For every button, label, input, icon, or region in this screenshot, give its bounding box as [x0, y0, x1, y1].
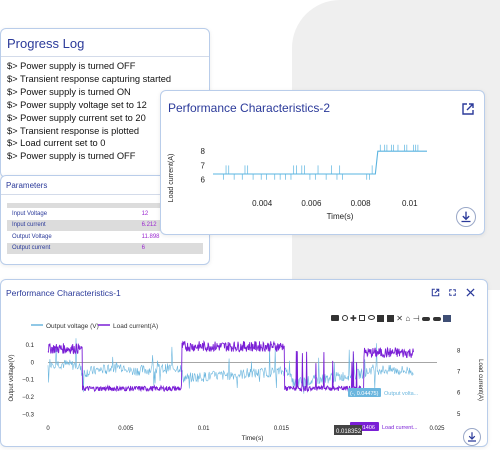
- zoom-out-icon[interactable]: [386, 315, 394, 322]
- expand-icon[interactable]: [449, 289, 456, 296]
- legend-label-voltage: Output voltage (V): [46, 323, 99, 330]
- hover-label-extra: Output volta...: [384, 391, 419, 397]
- legend-label-current: Load current(A): [113, 323, 158, 330]
- y-right-tick-label: 5: [457, 412, 461, 418]
- table-row: Output current 6: [7, 242, 203, 254]
- parameters-title: Parameters: [1, 176, 209, 195]
- y-tick-label: 6: [201, 176, 206, 185]
- x-tick-label: 0.015: [274, 426, 290, 432]
- param-value: 6: [136, 242, 203, 254]
- spike-lines-icon[interactable]: ⊣: [412, 314, 420, 323]
- plotly-logo-icon[interactable]: [443, 315, 452, 322]
- y-left-tick-label: 0: [31, 360, 35, 366]
- zoom-icon[interactable]: [341, 315, 348, 321]
- current-series-line: [47, 340, 414, 393]
- hover-label-box: [348, 388, 381, 397]
- hover-closest-icon[interactable]: [422, 317, 431, 321]
- x-tick-label: 0.005: [118, 426, 134, 432]
- download-icon: [461, 211, 471, 223]
- param-label: Input current: [7, 219, 137, 231]
- autoscale-icon[interactable]: ✕: [396, 314, 403, 323]
- x-tick-label: 0.004: [252, 199, 273, 208]
- performance-characteristics-2-panel: Performance Characteristics-2 0.004 0.006…: [160, 90, 485, 235]
- param-label: Input Voltage: [12, 210, 48, 217]
- y-left-tick-label: 0.1: [26, 343, 35, 349]
- pan-icon[interactable]: ✚: [350, 314, 357, 323]
- y-left-tick-label: −0.2: [22, 395, 35, 401]
- zoom-in-icon[interactable]: [377, 315, 385, 322]
- y-tick-label: 8: [201, 147, 206, 156]
- home-icon[interactable]: ⌂: [405, 314, 411, 323]
- x-tick-label: 0.006: [301, 199, 322, 208]
- table-row: Output Voltage 11.898: [7, 231, 203, 243]
- lasso-icon[interactable]: [367, 315, 375, 320]
- x-axis-label: Time(s): [242, 435, 264, 442]
- y-right-tick-label: 8: [457, 349, 461, 355]
- log-line: $> Power supply is turned OFF: [7, 61, 136, 71]
- plot-toolbar: ✚ ✕ ⌂ ⊣: [331, 314, 452, 323]
- download-icon: [468, 432, 476, 442]
- log-line: $> Power supply is turned ON: [7, 86, 131, 97]
- external-link-icon[interactable]: [431, 288, 440, 297]
- parameters-panel: Parameters Input Voltage 12 Input curren…: [0, 175, 210, 265]
- hover-label-voltage: (-, 0.04475) Output volta...: [348, 388, 419, 397]
- pc2-title: Performance Characteristics-2: [168, 101, 331, 115]
- y-axis-label: Load current(A): [168, 154, 175, 203]
- table-row: Input Voltage 12: [7, 208, 203, 220]
- param-value: 12: [141, 210, 149, 217]
- download-button[interactable]: [463, 428, 481, 446]
- external-link-icon[interactable]: [461, 102, 475, 116]
- y-right-tick-label: 6: [457, 391, 461, 397]
- y-right-tick-label: 7: [457, 370, 461, 376]
- hover-label-x: 0.018352: [334, 425, 362, 435]
- close-icon[interactable]: [466, 288, 475, 297]
- hover-label-text: 0.018352: [336, 429, 362, 435]
- progress-log-title: Progress Log: [1, 29, 209, 57]
- y-right-axis-label: Load current(A): [477, 359, 483, 401]
- param-label: Output current: [7, 242, 137, 254]
- hover-label-text: (-, 0.04475): [350, 391, 379, 397]
- x-tick-label: 0.008: [351, 199, 372, 208]
- hover-label-extra: Load current...: [382, 425, 418, 431]
- param-label: Output Voltage: [12, 233, 52, 240]
- camera-icon[interactable]: [331, 315, 339, 321]
- log-line: $> Power supply is turned OFF: [7, 151, 136, 162]
- hover-compare-icon[interactable]: [432, 317, 441, 321]
- progress-log-lines: $> Power supply is turned OFF $> Transie…: [1, 57, 209, 166]
- performance-characteristics-1-panel: Performance Characteristics-1 ✚ ✕ ⌂ ⊣ Ou…: [0, 279, 488, 447]
- y-left-tick-label: −0.3: [22, 413, 35, 419]
- hover-label-text: 5.891406: [352, 425, 375, 431]
- log-line: $> Power supply current set to 20: [7, 112, 146, 123]
- pc1-chart: Output voltage (V) Load current(A) 0 0.005 0…: [9, 323, 483, 442]
- x-axis-label: Time(s): [327, 212, 354, 221]
- x-tick-label: 0: [46, 426, 50, 432]
- log-line: $> Power supply voltage set to 12: [7, 99, 147, 110]
- y-left-tick-label: −0.1: [22, 378, 35, 384]
- hover-label-box: [334, 425, 362, 435]
- pc2-chart: 0.004 0.006 0.008 0.01 6 7 8 Time(s) Load curren…: [168, 144, 427, 221]
- download-button[interactable]: [456, 207, 476, 227]
- x-tick-label: 0.01: [198, 426, 210, 432]
- log-line: $> Transient response is plotted: [7, 125, 140, 136]
- box-select-icon[interactable]: [359, 315, 366, 321]
- y-left-axis-label: Output voltage(V): [9, 354, 15, 401]
- series-line: [213, 150, 427, 175]
- x-tick-label: 0.025: [429, 426, 445, 432]
- param-value: 11.898: [141, 233, 160, 240]
- x-tick-label: 0.01: [402, 199, 418, 208]
- log-line: $> Transient response capturing started: [7, 73, 172, 84]
- y-tick-label: 7: [201, 161, 206, 170]
- pc1-title: Performance Characteristics-1: [6, 288, 121, 298]
- table-row: [7, 203, 203, 208]
- log-line: $> Load current set to 0: [7, 138, 106, 149]
